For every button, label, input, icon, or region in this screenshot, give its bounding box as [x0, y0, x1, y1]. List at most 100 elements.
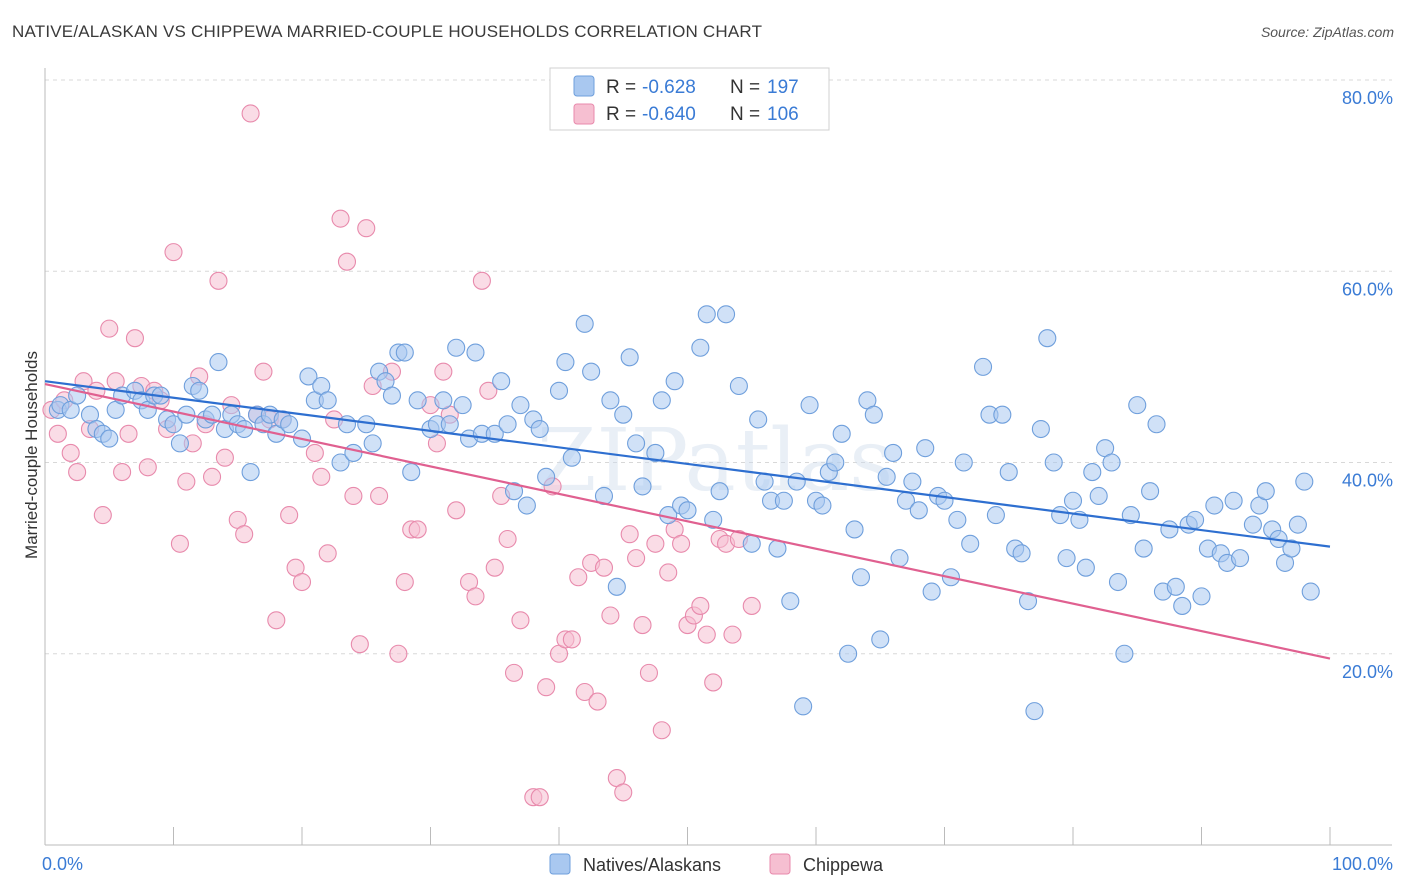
- natives-point: [1147, 415, 1166, 434]
- legend-n-label-1: N =: [730, 77, 760, 98]
- natives-point: [1288, 515, 1307, 534]
- natives-point: [627, 434, 646, 453]
- natives-point: [832, 424, 851, 443]
- chippewa-point: [164, 243, 183, 262]
- x-tick-labels: 0.0% 100.0%: [42, 854, 1393, 874]
- natives-point: [877, 467, 896, 486]
- natives-point: [453, 396, 472, 415]
- legend-n-value-natives: 197: [767, 77, 799, 98]
- natives-point: [575, 314, 594, 333]
- chippewa-point: [652, 721, 671, 740]
- natives-point: [434, 391, 453, 410]
- natives-point: [344, 443, 363, 462]
- natives-point: [691, 338, 710, 357]
- natives-point: [395, 343, 414, 362]
- chippewa-point: [370, 486, 389, 506]
- chippewa-point: [177, 472, 196, 491]
- natives-point: [363, 434, 382, 453]
- natives-point: [1083, 463, 1102, 482]
- chippewa-trend-line: [44, 383, 1331, 660]
- chippewa-point: [241, 104, 260, 123]
- natives-point: [280, 415, 299, 434]
- bottom-legend-natives: Natives/Alaskans: [583, 855, 721, 875]
- chippewa-point: [504, 663, 524, 682]
- natives-point: [716, 305, 736, 324]
- chippewa-point: [395, 572, 414, 592]
- natives-point: [884, 443, 903, 462]
- chippewa-point: [562, 630, 581, 649]
- chippewa-point: [466, 587, 485, 606]
- y-tick-label-80: 80.0%: [1342, 88, 1393, 108]
- chippewa-point: [633, 616, 652, 635]
- natives-point: [170, 434, 189, 453]
- natives-point: [665, 372, 684, 391]
- chippewa-point: [627, 549, 646, 568]
- chippewa-point: [742, 596, 761, 615]
- chippewa-point: [113, 463, 132, 482]
- natives-trend-line: [44, 380, 1331, 548]
- chippewa-point: [93, 506, 112, 525]
- natives-point: [164, 415, 183, 434]
- chart-source: Source: ZipAtlas.com: [1260, 24, 1394, 40]
- natives-point: [517, 496, 536, 515]
- natives-point: [1031, 419, 1050, 439]
- y-tick-label-40: 40.0%: [1342, 471, 1393, 491]
- natives-point: [749, 410, 768, 429]
- natives-point: [633, 477, 652, 496]
- natives-point: [1186, 510, 1205, 529]
- natives-point: [652, 391, 671, 410]
- natives-point: [601, 391, 620, 410]
- natives-point: [1057, 549, 1076, 568]
- natives-point: [826, 453, 845, 472]
- natives-point: [549, 381, 569, 400]
- chippewa-point: [672, 534, 691, 553]
- chippewa-point: [209, 271, 228, 290]
- natives-point: [331, 453, 350, 472]
- chippewa-point: [408, 520, 427, 539]
- legend-swatch-chippewa: [573, 103, 595, 125]
- natives-point: [614, 405, 633, 424]
- natives-point: [999, 463, 1018, 482]
- natives-point: [556, 353, 575, 372]
- natives-point: [498, 415, 517, 434]
- chippewa-point: [697, 625, 716, 644]
- natives-point: [1282, 539, 1301, 558]
- natives-point: [318, 391, 337, 410]
- natives-point: [241, 463, 260, 482]
- chippewa-point: [312, 467, 331, 486]
- chippewa-point: [119, 424, 138, 443]
- natives-point: [1063, 491, 1083, 510]
- natives-point: [466, 343, 485, 362]
- natives-point: [1224, 491, 1243, 510]
- natives-point: [1141, 482, 1160, 501]
- chippewa-point: [434, 362, 453, 381]
- chippewa-point: [350, 635, 369, 654]
- chippewa-point: [344, 486, 363, 506]
- natives-point: [537, 467, 556, 486]
- chippewa-point: [537, 678, 556, 697]
- natives-point: [1256, 482, 1275, 501]
- chippewa-point: [318, 544, 337, 563]
- natives-point: [492, 372, 511, 391]
- natives-point: [1102, 453, 1121, 472]
- y-tick-label-60: 60.0%: [1342, 279, 1393, 299]
- chippewa-point: [479, 381, 498, 400]
- legend-r-label-1: R =: [606, 77, 636, 98]
- natives-point: [190, 381, 209, 400]
- natives-point: [678, 501, 697, 520]
- natives-point: [729, 376, 748, 396]
- natives-point: [1160, 520, 1179, 539]
- natives-point: [1025, 702, 1044, 721]
- chippewa-point: [215, 448, 234, 467]
- natives-point: [794, 697, 813, 716]
- natives-point: [697, 305, 716, 324]
- chippewa-point: [620, 525, 639, 544]
- chippewa-point: [691, 596, 710, 615]
- natives-point: [1044, 453, 1063, 472]
- natives-point: [447, 338, 466, 357]
- chippewa-point: [594, 558, 614, 577]
- natives-point: [909, 501, 928, 520]
- natives-point: [986, 506, 1005, 525]
- x-tick-label-100: 100.0%: [1332, 854, 1393, 874]
- natives-point: [1205, 496, 1224, 515]
